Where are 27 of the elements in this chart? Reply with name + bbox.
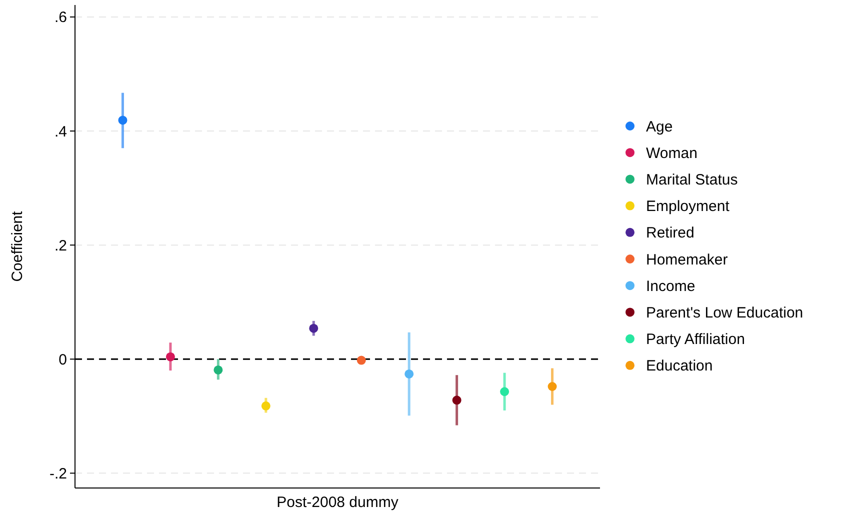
point bbox=[404, 369, 414, 378]
legend-label: Education bbox=[646, 358, 713, 375]
legend-label: Age bbox=[646, 118, 673, 136]
y-axis-title: Coefficient bbox=[9, 210, 26, 282]
y-tick-label: .2 bbox=[54, 237, 67, 254]
legend-label: Retired bbox=[646, 224, 694, 242]
y-tick-label: .6 bbox=[54, 9, 67, 26]
legend-label: Party Affiliation bbox=[646, 331, 745, 348]
point bbox=[356, 356, 366, 365]
point bbox=[500, 387, 510, 396]
point bbox=[166, 352, 175, 362]
y-tick-label: .4 bbox=[54, 123, 67, 140]
legend-label: Employment bbox=[646, 198, 730, 216]
legend-label: Woman bbox=[646, 144, 698, 162]
x-axis-title: Post-2008 dummy bbox=[276, 494, 399, 511]
legend-label: Marital Status bbox=[646, 171, 738, 188]
legend-label: Income bbox=[646, 278, 696, 295]
legend-label: Parent's Low Education bbox=[646, 304, 804, 322]
point bbox=[548, 382, 557, 391]
point bbox=[214, 365, 223, 374]
point bbox=[118, 116, 128, 125]
y-tick-label: -.2 bbox=[49, 465, 67, 482]
legend-label: Homemaker bbox=[646, 251, 728, 268]
point bbox=[452, 396, 462, 405]
y-tick-label: 0 bbox=[58, 351, 67, 368]
point bbox=[261, 401, 270, 410]
point bbox=[309, 324, 318, 333]
